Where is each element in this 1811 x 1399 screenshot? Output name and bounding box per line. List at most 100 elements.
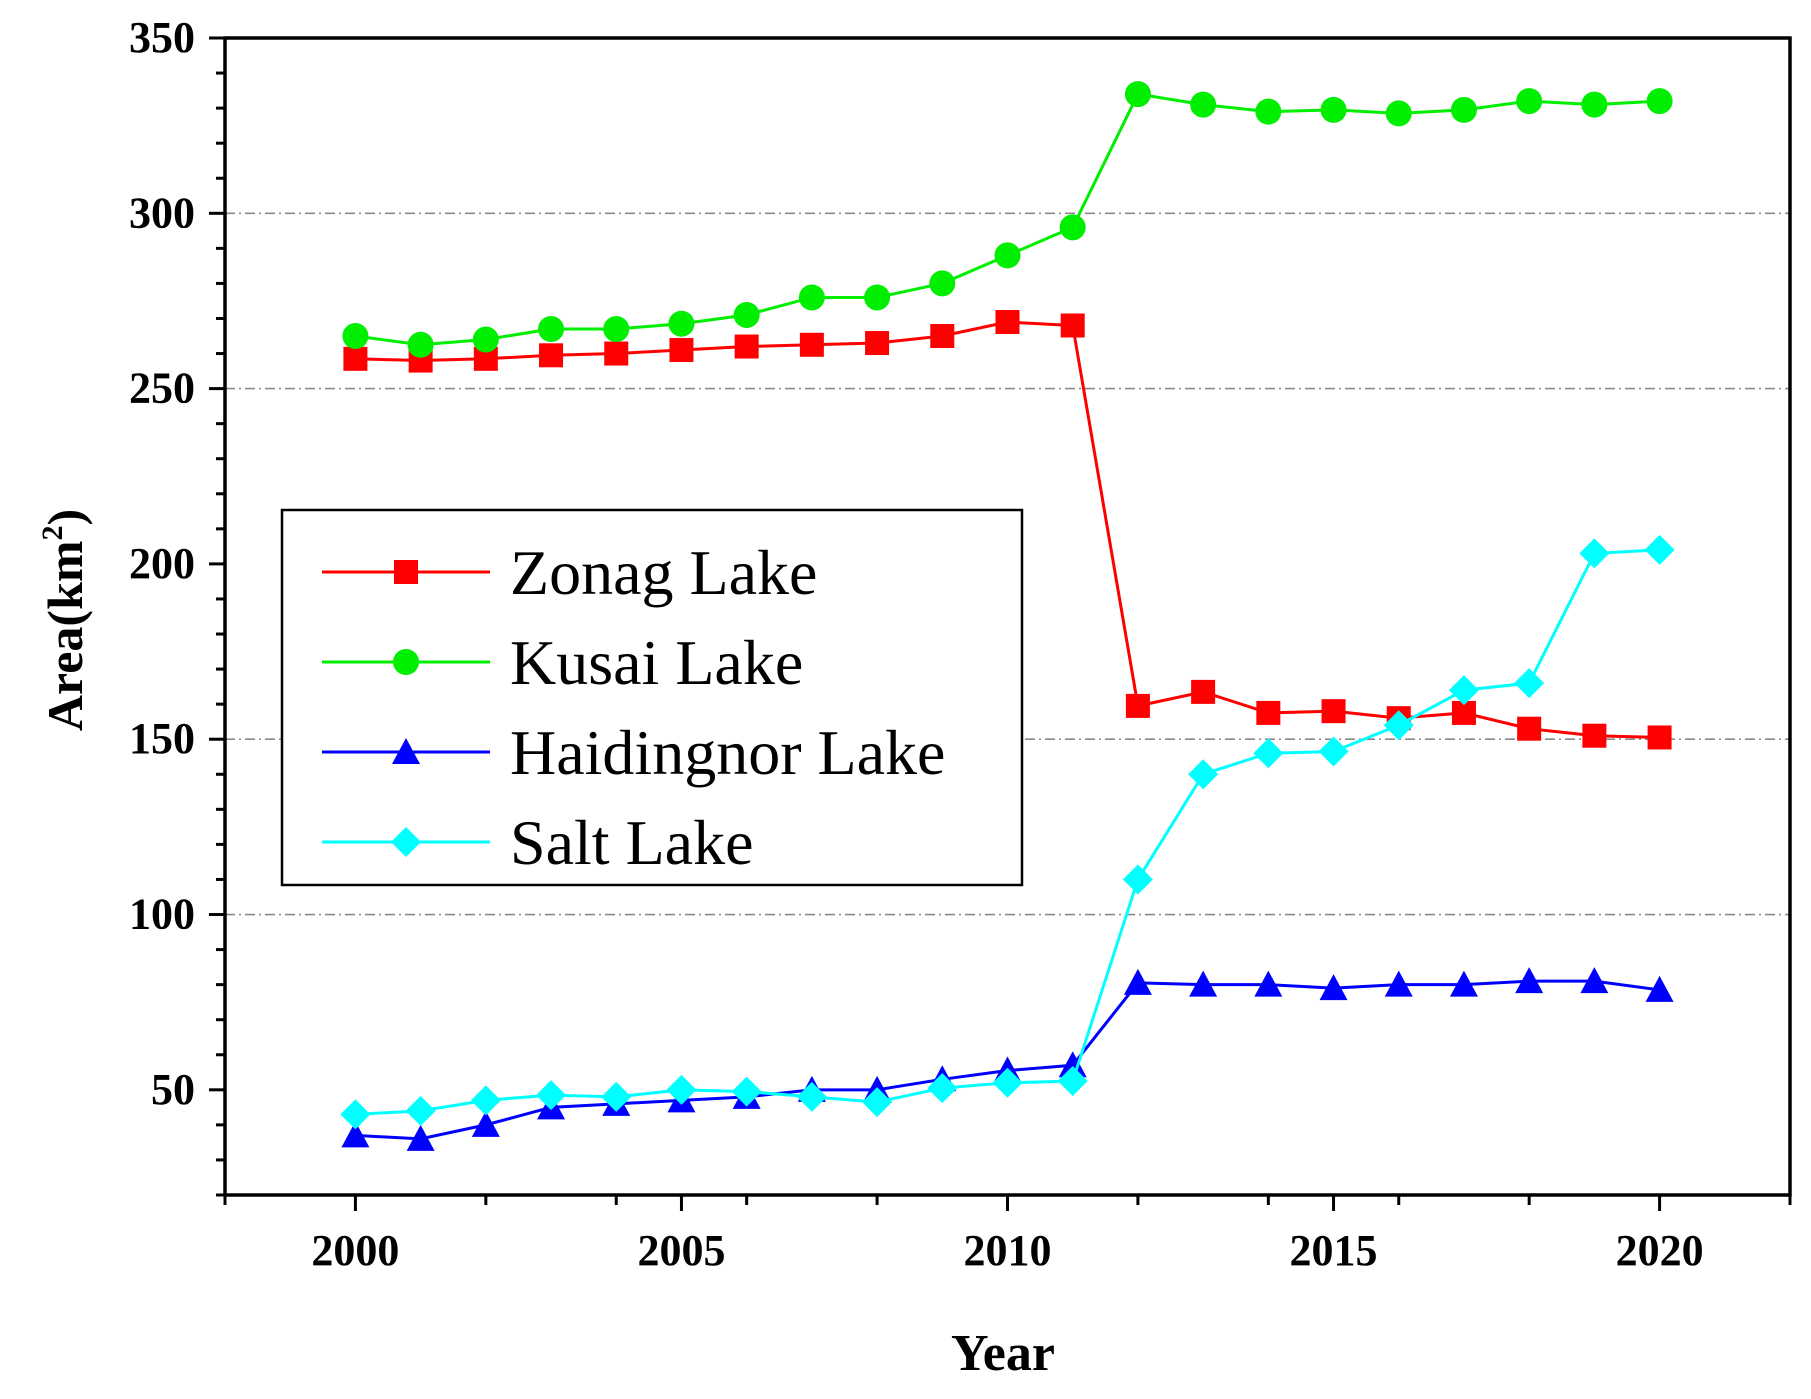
data-point-3-2002 [470,1085,501,1116]
legend: Zonag Lake Kusai Lake Haidingnor Lake Salt … [280,508,1024,887]
data-point-2-2020 [1645,975,1674,1002]
series-line-1 [355,92,1660,347]
data-point-3-2006 [731,1076,762,1107]
data-point-1-2010 [994,242,1021,269]
data-point-1-2008 [864,284,891,311]
legend-label-1: Kusai Lake [510,627,803,698]
data-point-1-2019 [1581,91,1608,118]
data-point-2-2000 [341,1121,370,1148]
data-point-3-2018 [1514,668,1545,699]
data-point-0-2009 [930,324,955,349]
data-point-0-2011 [1060,313,1085,338]
data-point-1-2011 [1059,214,1086,241]
legend-marker-3 [391,827,421,857]
data-point-0-2006 [734,334,759,359]
data-point-1-2015 [1320,96,1347,123]
data-point-3-2000 [340,1099,371,1130]
data-point-0-2010 [995,309,1020,334]
x-tick-label-2020: 2020 [1616,1226,1704,1275]
x-tick-label-2005: 2005 [637,1226,725,1275]
y-axis-label-close: ) [37,509,93,526]
data-point-2-2012 [1123,968,1152,995]
data-point-1-2018 [1516,88,1543,115]
data-point-3-2019 [1579,538,1610,569]
data-point-2-2016 [1384,970,1413,997]
data-point-0-2003 [539,343,564,368]
data-point-3-2015 [1318,736,1349,767]
legend-label-0: Zonag Lake [510,537,817,608]
y-axis-label-superscript: 2 [36,525,69,540]
data-point-3-2010 [992,1067,1023,1098]
series-haidingnor-lake [341,967,1674,1151]
y-axis-label-main: Area(km [37,540,93,731]
data-point-1-2013 [1190,91,1217,118]
x-tick-label-2015: 2015 [1290,1226,1378,1275]
legend-label-2: Haidingnor Lake [510,717,945,788]
data-point-2-2017 [1449,970,1478,997]
data-point-3-2011 [1057,1066,1088,1097]
data-point-2-2001 [406,1124,435,1151]
legend-marker-0 [394,560,418,584]
series [340,81,1675,1151]
data-point-0-2020 [1647,725,1672,750]
legend-marker-2 [392,738,420,764]
data-point-1-2020 [1646,88,1673,115]
series-kusai-lake [342,81,1673,358]
data-point-3-2014 [1253,738,1284,769]
axes: 2000 2005 2010 2015 2020 50 100 150 200 250 300 350 [129,13,1792,1275]
data-point-3-2008 [862,1087,893,1118]
data-point-1-2002 [472,326,499,353]
data-point-3-2013 [1188,759,1219,790]
data-point-0-2014 [1256,700,1281,725]
data-point-3-2004 [601,1081,632,1112]
data-point-1-2001 [407,331,434,358]
y-tick-label-200: 200 [129,539,195,588]
data-point-1-2000 [342,323,369,350]
y-tick-label-150: 150 [129,714,195,763]
data-point-1-2014 [1255,98,1282,125]
data-point-3-2012 [1122,864,1153,895]
data-point-0-2013 [1191,679,1216,704]
data-point-1-2009 [929,270,956,297]
data-point-3-2020 [1644,534,1675,565]
data-point-3-2007 [796,1081,827,1112]
data-point-2-2014 [1254,970,1283,997]
y-tick-label-50: 50 [151,1065,195,1114]
data-point-2-2015 [1319,974,1348,1001]
data-point-0-2015 [1321,699,1346,724]
x-tick-label-2010: 2010 [964,1226,1052,1275]
data-point-2-2018 [1515,967,1544,994]
data-point-1-2016 [1385,100,1412,127]
y-tick-label-300: 300 [129,188,195,237]
data-point-2-2013 [1189,970,1218,997]
data-point-1-2007 [798,284,825,311]
data-point-1-2017 [1450,96,1477,123]
legend-marker-1 [393,649,419,675]
data-point-0-2012 [1125,693,1150,718]
data-point-2-2019 [1580,967,1609,994]
data-point-0-2004 [604,341,629,366]
data-point-1-2004 [603,316,630,343]
data-point-1-2005 [668,310,695,337]
data-point-2-2002 [471,1110,500,1137]
data-point-0-2008 [865,331,890,356]
y-axis-label: Area(km2) [36,509,93,731]
data-point-1-2003 [538,316,565,343]
data-point-3-2001 [405,1095,436,1126]
y-tick-label-250: 250 [129,364,195,413]
y-tick-label-100: 100 [129,890,195,939]
x-axis-label: Year [951,1325,1055,1382]
data-point-3-2017 [1448,675,1479,706]
data-point-0-2000 [343,346,368,371]
data-point-2-2011 [1058,1051,1087,1078]
data-point-1-2006 [733,301,760,328]
data-point-0-2007 [799,332,824,357]
data-point-3-2009 [927,1073,958,1104]
legend-label-3: Salt Lake [510,807,753,878]
data-point-0-2018 [1517,716,1542,741]
data-point-3-2003 [536,1080,567,1111]
data-point-1-2012 [1124,81,1151,108]
x-tick-label-2000: 2000 [311,1226,399,1275]
